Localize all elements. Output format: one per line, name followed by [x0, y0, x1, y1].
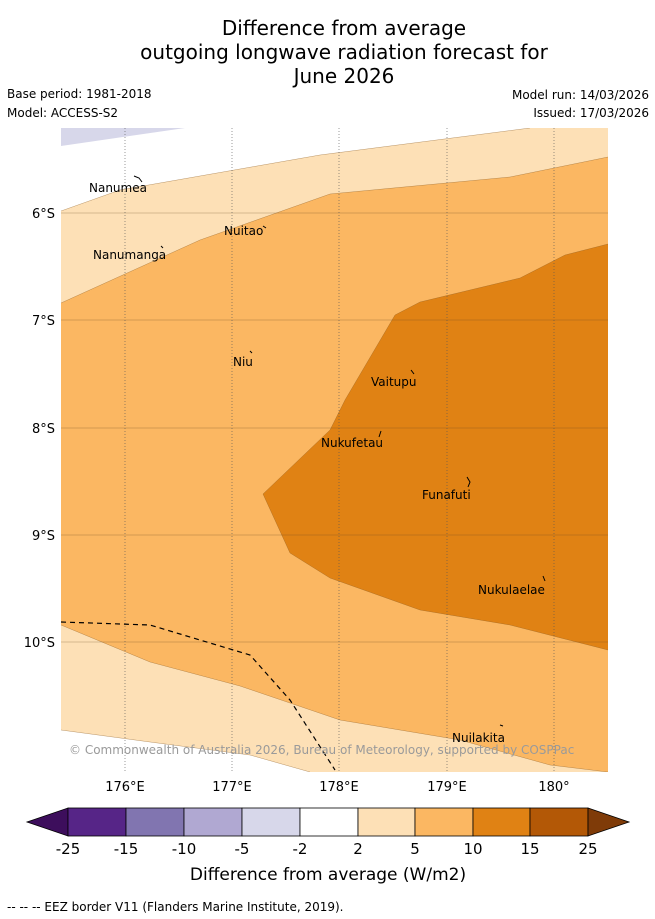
colorbar-tick-neg15: -15 — [114, 840, 139, 858]
model-run: Model run: 14/03/2026 — [511, 88, 649, 102]
island-shape-niu — [249, 350, 253, 354]
lon-label-180: 180° — [538, 780, 569, 795]
colorbar-tick-25: 25 — [578, 840, 597, 858]
lon-label-178e: 178°E — [319, 780, 359, 795]
island-label-nanumea: Nanumea — [89, 181, 147, 195]
island-shape-nanumanga — [160, 245, 164, 249]
copyright-notice: © Commonwealth of Australia 2026, Bureau… — [69, 743, 574, 757]
colorbar-segment-2 — [125, 807, 185, 837]
lon-label-176e: 176°E — [105, 780, 145, 795]
colorbar-tick-neg5: -5 — [235, 840, 250, 858]
colorbar-tick-neg2: -2 — [293, 840, 308, 858]
title-line-1: Difference from average — [221, 16, 467, 40]
island-shape-nuilakita — [499, 724, 504, 727]
colorbar-segment-3 — [183, 807, 243, 837]
island-shape-nanumea — [133, 175, 143, 183]
lon-label-179e: 179°E — [427, 780, 467, 795]
issued-date: Issued: 17/03/2026 — [533, 106, 649, 120]
colorbar-tick-neg25: -25 — [56, 840, 81, 858]
title-line-2: outgoing longwave radiation forecast for — [140, 40, 548, 64]
island-label-nukulaelae: Nukulaelae — [478, 583, 545, 597]
colorbar-segment-5 — [299, 807, 359, 837]
colorbar-segment-1 — [67, 807, 127, 837]
island-label-funafuti: Funafuti — [422, 488, 471, 502]
island-label-nukufetau: Nukufetau — [321, 436, 383, 450]
colorbar-segment-4 — [241, 807, 301, 837]
island-shape-nukufetau — [378, 430, 382, 438]
anomaly-band-neutral-south — [61, 730, 310, 772]
lat-label-8s: 8°S — [32, 422, 55, 437]
colorbar-tick-neg10: -10 — [172, 840, 197, 858]
lat-label-7s: 7°S — [32, 314, 55, 329]
island-shape-funafuti — [466, 476, 471, 488]
latitude-gridlines — [61, 212, 608, 643]
chart-title: Difference from average outgoing longwav… — [0, 16, 655, 88]
island-label-nuilakita: Nuilakita — [452, 731, 505, 745]
eez-footnote: -- -- -- EEZ border V11 (Flanders Marine… — [7, 900, 344, 914]
lat-label-6s: 6°S — [32, 207, 55, 222]
colorbar-tick-15: 15 — [520, 840, 539, 858]
colorbar-tick-5: 5 — [410, 840, 420, 858]
island-label-vaitupu: Vaitupu — [371, 375, 417, 389]
island-shape-vaitupu — [410, 369, 415, 375]
title-line-3: June 2026 — [293, 64, 395, 88]
colorbar-label: Difference from average (W/m2) — [190, 865, 466, 885]
colorbar — [25, 807, 631, 837]
island-label-nanumanga: Nanumanga — [93, 248, 166, 262]
longitude-gridlines — [124, 128, 555, 772]
lat-label-10s: 10°S — [24, 636, 55, 651]
map-area: Nanumea Nuitao Nanumanga Niu Vaitupu Nuk… — [61, 128, 608, 772]
model-name: Model: ACCESS-S2 — [7, 106, 119, 120]
eez-border — [61, 621, 336, 771]
anomaly-band-10-15 — [263, 244, 608, 650]
island-shapes — [133, 175, 546, 727]
colorbar-extend-low — [25, 807, 69, 837]
island-label-niu: Niu — [233, 355, 253, 369]
colorbar-segment-7 — [414, 807, 474, 837]
colorbar-tick-10: 10 — [463, 840, 482, 858]
anomaly-band-neutral-north — [61, 128, 608, 211]
colorbar-extend-high — [587, 807, 631, 837]
island-label-nuitao: Nuitao — [224, 224, 263, 238]
colorbar-segment-9 — [529, 807, 589, 837]
anomaly-band-neg-5-2 — [61, 128, 185, 146]
colorbar-segment-8 — [472, 807, 531, 837]
base-period: Base period: 1981-2018 — [7, 87, 152, 101]
anomaly-band-2-5-south — [61, 625, 608, 772]
island-shape-nuitao — [262, 225, 267, 229]
colorbar-segment-6 — [357, 807, 416, 837]
island-shape-nukulaelae — [542, 575, 546, 582]
lon-label-177e: 177°E — [212, 780, 252, 795]
colorbar-tick-2: 2 — [353, 840, 363, 858]
lat-label-9s: 9°S — [32, 529, 55, 544]
